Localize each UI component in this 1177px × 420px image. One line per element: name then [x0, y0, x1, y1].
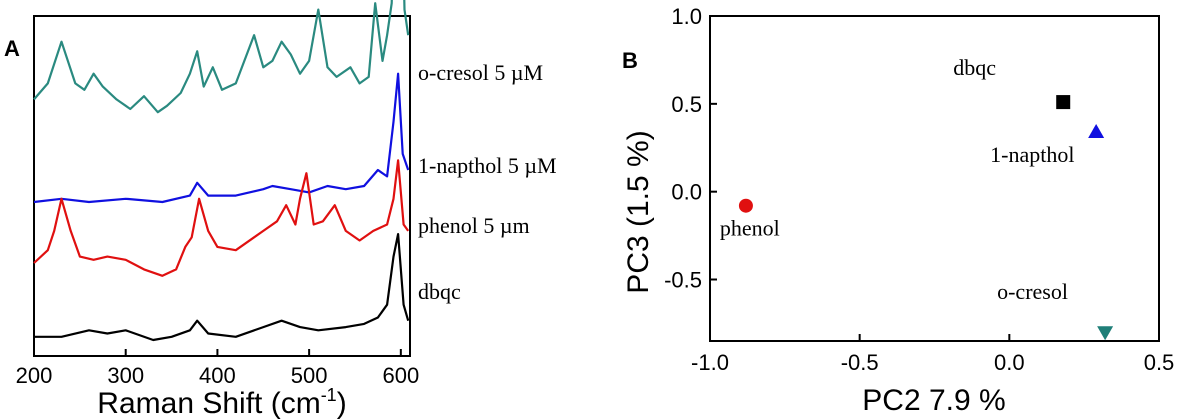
panel-b-axes: -1.0 -0.5 0.0 0.5 -0.5 0.0 0.5 1.0 — [664, 4, 1174, 375]
x-tick-label: 0.0 — [994, 350, 1025, 375]
panel-a-x-axis: 200 300 400 500 600 — [16, 349, 419, 388]
panel-a-series-labels: o-cresol 5 µM 1-napthol 5 µM phenol 5 µm db… — [418, 60, 557, 304]
y-tick-label: 0.0 — [671, 180, 702, 205]
point-marker-triangle-down — [1097, 326, 1114, 341]
panel-a-plot-frame — [33, 15, 411, 357]
x-tick-label: -1.0 — [691, 350, 729, 375]
x-axis-title-superscript: -1 — [321, 385, 337, 405]
point-label: dbqc — [953, 55, 996, 80]
y-tick-label: 1.0 — [671, 4, 702, 29]
x-tick-label: 500 — [291, 363, 328, 388]
series-label: o-cresol 5 µM — [418, 60, 543, 85]
panel-b: B -1.0 -0.5 0.0 0.5 -0.5 0.0 0.5 1.0 dbqc 1-napt… — [622, 4, 1174, 417]
series-label: phenol 5 µm — [418, 213, 530, 238]
panel-b-label: B — [622, 48, 638, 73]
x-tick-label: -0.5 — [841, 350, 879, 375]
spectrum-line — [33, 0, 410, 114]
point-marker-triangle-up — [1088, 123, 1105, 138]
x-tick-label: 200 — [16, 363, 53, 388]
panel-b-points — [738, 95, 1114, 341]
series-label: 1-napthol 5 µM — [418, 153, 557, 178]
point-marker-square — [1056, 95, 1071, 110]
panel-b-point-labels: dbqc 1-napthol phenol o-cresol — [720, 55, 1075, 304]
x-axis-title-main: Raman Shift (cm — [97, 387, 320, 420]
point-marker-circle — [738, 198, 753, 213]
spectrum-line — [33, 159, 410, 277]
x-axis-title-close: ) — [337, 387, 347, 420]
spectrum-line — [33, 72, 410, 204]
series-label: dbqc — [418, 279, 461, 304]
panel-b-y-axis-title: PC3 (1.5 %) — [622, 130, 655, 293]
x-tick-label: 600 — [382, 363, 419, 388]
panel-a-label: A — [4, 36, 20, 61]
point-label: o-cresol — [997, 279, 1068, 304]
panel-b-x-axis-title: PC2 7.9 % — [862, 384, 1005, 417]
spectrum-line — [34, 233, 410, 342]
panel-a-x-axis-title: Raman Shift (cm-1) — [97, 385, 346, 420]
x-tick-label: 0.5 — [1144, 350, 1175, 375]
panel-a: A 200 300 400 500 600 o-cresol 5 µM 1-napthol… — [4, 0, 557, 420]
panel-a-series — [33, 0, 410, 342]
point-label: phenol — [720, 216, 780, 241]
y-tick-label: -0.5 — [664, 268, 702, 293]
panel-b-plot-frame — [709, 15, 1160, 342]
x-tick-label: 300 — [107, 363, 144, 388]
point-label: 1-napthol — [990, 142, 1074, 167]
y-tick-label: 0.5 — [671, 92, 702, 117]
x-tick-label: 400 — [199, 363, 236, 388]
